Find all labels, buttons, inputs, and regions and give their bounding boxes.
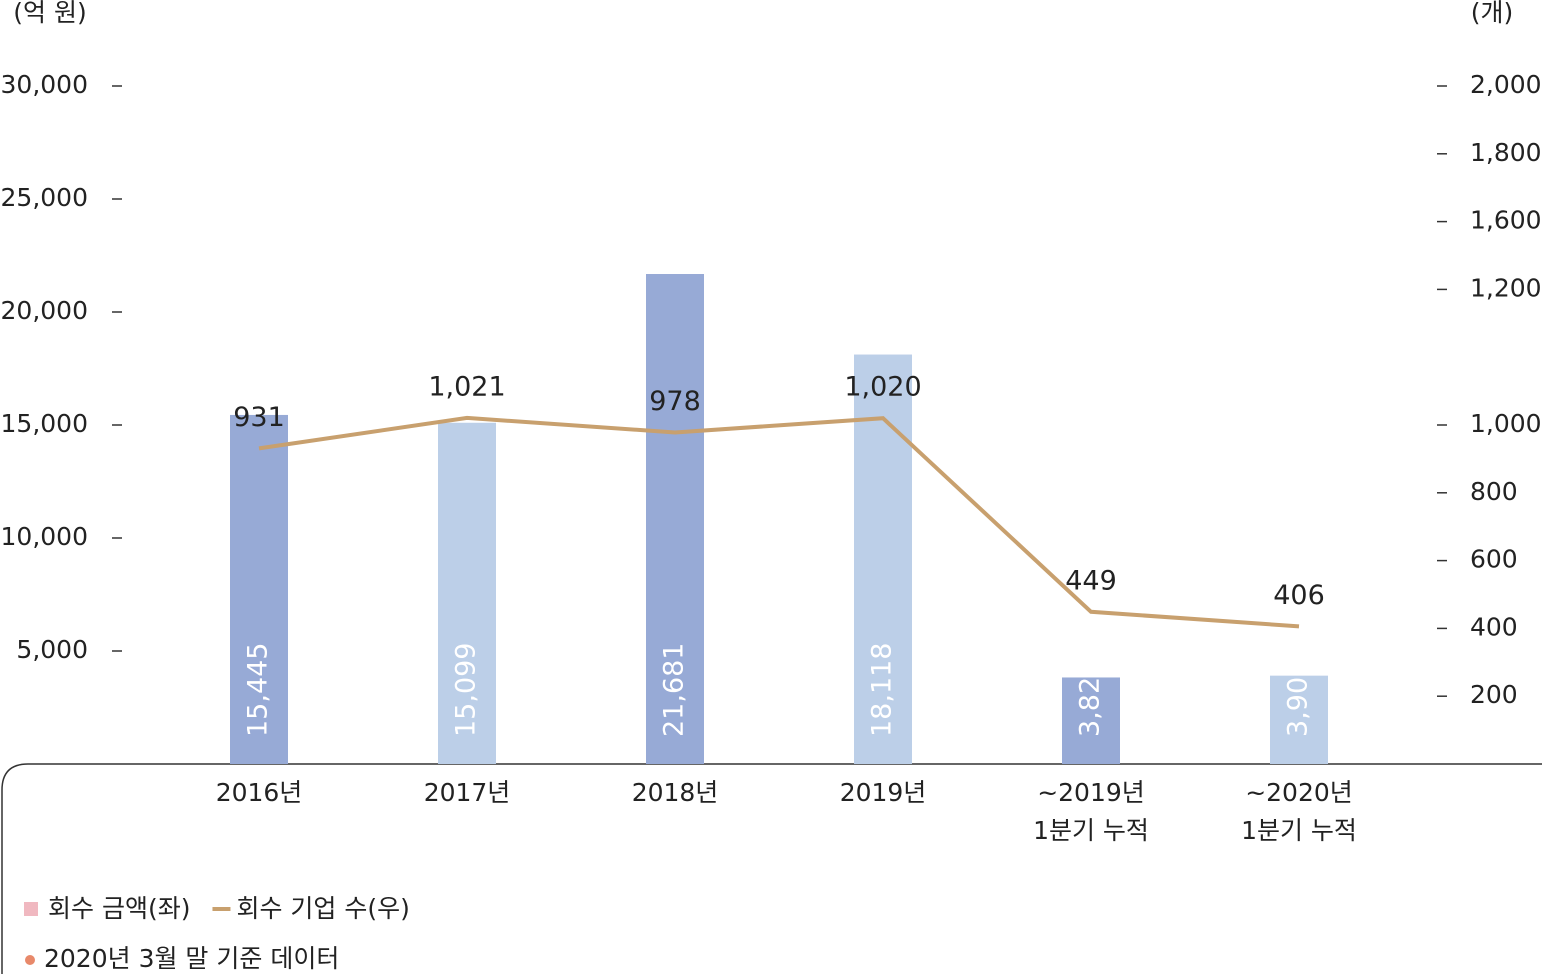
y-tick-label: 30,000 — [1, 70, 88, 99]
bar — [1062, 677, 1120, 764]
y-tick-label: 25,000 — [1, 183, 88, 212]
legend-label: 회수 금액(좌) — [48, 894, 190, 923]
y2-unit: (개) — [1471, 0, 1514, 27]
y2-tick-label: 600 — [1470, 545, 1518, 574]
line-value-label: 931 — [233, 402, 285, 433]
y2-tick-label: 2,000 — [1470, 70, 1542, 99]
y-tick-label: 5,000 — [16, 635, 88, 664]
y2-tick-label: 800 — [1470, 477, 1518, 506]
y2-tick-label: 1,200 — [1470, 273, 1542, 302]
legend-label: 회수 기업 수(우) — [236, 894, 409, 923]
bar-value-label: 3,909 — [1283, 660, 1314, 737]
x-tick-label: 2018년 — [632, 778, 719, 807]
line — [258, 415, 1300, 629]
note: 2020년 3월 말 기준 데이터 — [44, 944, 339, 973]
bar-value-label: 15,099 — [451, 643, 482, 737]
frame — [1, 763, 1542, 974]
line-value-label: 978 — [649, 386, 701, 417]
y-tick-label: 15,000 — [1, 409, 88, 438]
y2-tick-label: 1,000 — [1470, 409, 1542, 438]
line-value-label: 1,020 — [844, 372, 921, 403]
bar — [438, 422, 496, 764]
bar — [1270, 675, 1328, 764]
x-tick-label: 2017년 — [424, 778, 511, 807]
x-tick-label: 2019년 — [840, 778, 927, 807]
bar — [230, 414, 288, 764]
bar-value-label: 18,118 — [867, 643, 898, 737]
bar-value-label: 3,829 — [1075, 660, 1106, 737]
y-unit: (억 원) — [13, 0, 86, 27]
line-value-label: 406 — [1273, 580, 1325, 611]
x-tick-label: ~2020년 1분기 누적 — [1241, 778, 1357, 845]
y-tick-label: 10,000 — [1, 522, 88, 551]
line-value-label: 449 — [1065, 565, 1117, 596]
y-tick-label: 20,000 — [1, 296, 88, 325]
y2-tick-label: 1,800 — [1470, 138, 1542, 167]
y2-tick-label: 1,600 — [1470, 206, 1542, 235]
legend-swatch — [24, 902, 38, 916]
bar — [854, 354, 912, 764]
line-value-label: 1,021 — [428, 371, 505, 402]
y2-tick-label: 200 — [1470, 680, 1518, 709]
note-bullet — [25, 955, 35, 965]
x-tick-label: 2016년 — [216, 778, 303, 807]
x-tick-label: ~2019년 1분기 누적 — [1033, 778, 1149, 845]
bar — [646, 274, 704, 764]
bar-value-label: 21,681 — [659, 643, 690, 737]
y2-tick-label: 400 — [1470, 612, 1518, 641]
bar-value-label: 15,445 — [243, 643, 274, 737]
